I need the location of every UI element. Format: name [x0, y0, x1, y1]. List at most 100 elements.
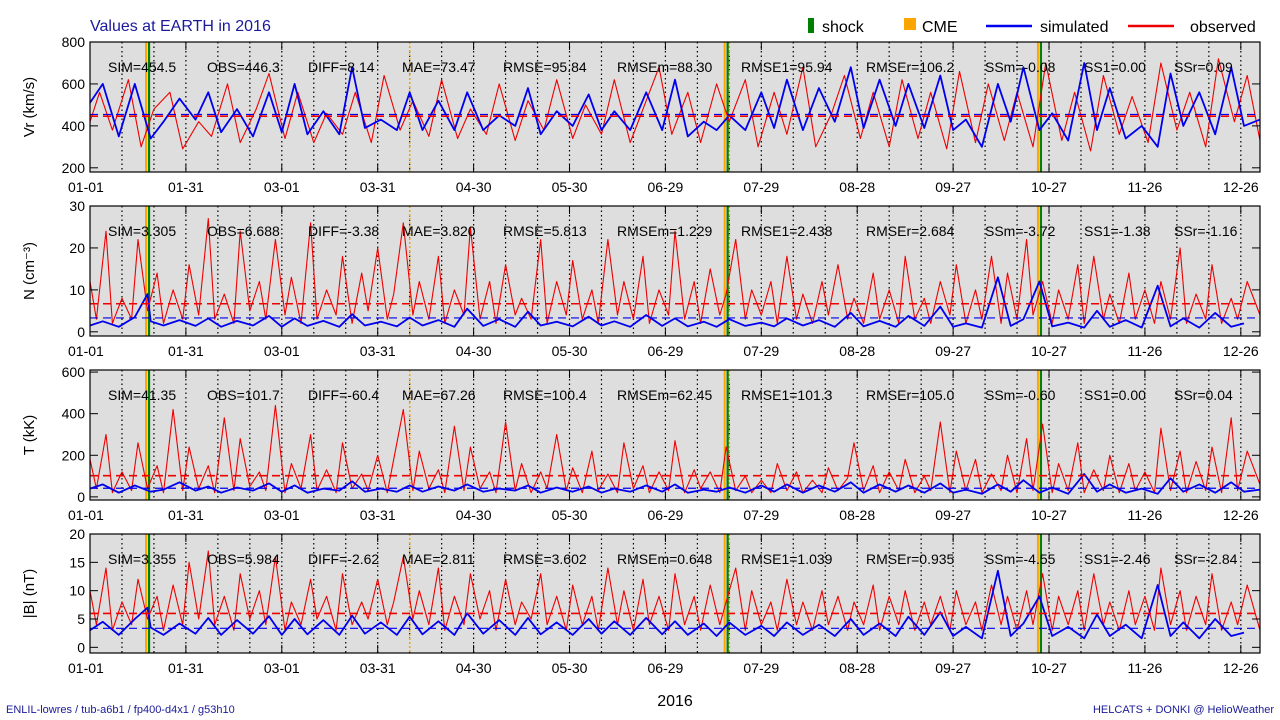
- stat-label: SSr=0.04: [1174, 387, 1233, 403]
- stat-label: MAE=2.811: [402, 551, 475, 567]
- x-axis-label: 2016: [657, 693, 693, 710]
- x-tick-label: 08-28: [839, 507, 875, 523]
- x-tick-label: 06-29: [648, 179, 684, 195]
- stat-label: SIM=3.305: [108, 223, 176, 239]
- x-tick-label: 10-27: [1031, 660, 1067, 676]
- y-tick-label: 20: [69, 526, 85, 542]
- y-tick-label: 400: [62, 406, 86, 422]
- stat-label: SS1=-1.38: [1084, 223, 1151, 239]
- stat-label: SS1=0.00: [1084, 387, 1146, 403]
- x-tick-label: 05-30: [552, 179, 588, 195]
- stat-label: DIFF=8.14: [308, 59, 375, 75]
- stat-label: SSm=-3.72: [985, 223, 1056, 239]
- y-tick-label: 600: [62, 76, 86, 92]
- stat-label: SSm=-0.08: [985, 59, 1056, 75]
- panel-vr: 200 400 600 800 01-01 01-31 03-01 03-31 04-30 05-…: [21, 34, 1261, 195]
- y-axis-label-vr: Vr (km/s): [21, 77, 38, 137]
- simulated-line-n: [89, 276, 1245, 329]
- x-tick-label: 07-29: [743, 179, 779, 195]
- simulated-line-b: [89, 569, 1245, 640]
- panel-n: 0 10 20 30 01-01 01-31 03-01 03-31 04-30 05-30 06-…: [21, 198, 1261, 359]
- x-tick-label: 08-28: [839, 660, 875, 676]
- y-axis-label-t: T (kK): [21, 415, 38, 456]
- panel-background: [90, 42, 1260, 172]
- stat-label: MAE=73.47: [402, 59, 476, 75]
- stat-label: DIFF=-60.4: [308, 387, 379, 403]
- x-tick-label: 04-30: [456, 660, 492, 676]
- stat-label: RMSEr=0.935: [866, 551, 955, 567]
- panel-frame: [89, 41, 1261, 173]
- stat-label: RMSEm=88.30: [617, 59, 713, 75]
- x-tick-label: 03-01: [264, 660, 300, 676]
- stat-label: RMSE1=95.94: [741, 59, 833, 75]
- stat-label: OBS=446.3: [207, 59, 280, 75]
- legend-cme-swatch: [904, 18, 916, 30]
- y-tick-label: 15: [69, 554, 85, 570]
- legend-observed-label: observed: [1190, 19, 1256, 36]
- x-tick-label: 08-28: [839, 343, 875, 359]
- x-tick-label: 06-29: [648, 660, 684, 676]
- x-tick-label: 03-01: [264, 507, 300, 523]
- x-tick-label: 03-31: [360, 660, 396, 676]
- y-tick-label: 10: [69, 282, 85, 298]
- x-tick-label: 01-31: [168, 507, 204, 523]
- stat-label: MAE=3.820: [402, 223, 476, 239]
- x-tick-label: 01-31: [168, 660, 204, 676]
- stat-label: SSr=-1.16: [1174, 223, 1238, 239]
- x-tick-label: 01-01: [68, 343, 104, 359]
- panel-b: 0 5 10 15 20 01-01 01-31 03-01 03-31 04-30 05-30 06…: [21, 526, 1261, 676]
- x-tick-label: 04-30: [456, 507, 492, 523]
- stat-label: DIFF=-3.38: [308, 223, 379, 239]
- y-tick-label: 30: [69, 198, 85, 214]
- footer-left: ENLIL-lowres / tub-a6b1 / fp400-d4x1 / g…: [6, 704, 235, 716]
- x-tick-label: 03-31: [360, 343, 396, 359]
- stat-label: SIM=41.35: [108, 387, 176, 403]
- stat-label: RMSE=100.4: [503, 387, 587, 403]
- x-tick-label: 11-26: [1128, 507, 1163, 523]
- stat-label: RMSEm=62.45: [617, 387, 713, 403]
- chart-title: Values at EARTH in 2016: [90, 18, 271, 35]
- x-tick-label: 07-29: [743, 343, 779, 359]
- stat-label: RMSE=3.602: [503, 551, 587, 567]
- stat-label: SSm=-0.60: [985, 387, 1056, 403]
- panel-frame: [89, 205, 1261, 337]
- stat-label: OBS=101.7: [207, 387, 280, 403]
- y-axis-label-n: N (cm⁻³): [21, 242, 38, 300]
- panel-background: [90, 370, 1260, 500]
- stat-label: MAE=67.26: [402, 387, 476, 403]
- panel-frame: [89, 369, 1261, 501]
- x-tick-label: 11-26: [1128, 343, 1163, 359]
- observed-line-b: [89, 550, 1261, 631]
- legend-shock-swatch: [808, 18, 814, 33]
- panel-background: [90, 534, 1260, 653]
- panel-frame: [89, 533, 1261, 654]
- stat-label: SS1=-2.46: [1084, 551, 1151, 567]
- legend-simulated-label: simulated: [1040, 19, 1108, 36]
- x-tick-label: 12-26: [1223, 179, 1259, 195]
- stat-label: SSr=-2.84: [1174, 551, 1238, 567]
- x-tick-label: 10-27: [1031, 179, 1067, 195]
- x-tick-label: 05-30: [552, 343, 588, 359]
- stat-label: SIM=3.355: [108, 551, 176, 567]
- simulated-line-t: [89, 473, 1261, 495]
- x-tick-label: 01-31: [168, 343, 204, 359]
- stat-label: OBS=5.984: [207, 551, 280, 567]
- legend-shock-label: shock: [822, 19, 865, 36]
- x-tick-label: 11-26: [1128, 179, 1163, 195]
- x-tick-label: 07-29: [743, 660, 779, 676]
- stat-label: RMSE=5.813: [503, 223, 587, 239]
- x-tick-label: 04-30: [456, 179, 492, 195]
- stat-label: DIFF=-2.62: [308, 551, 379, 567]
- stat-label: RMSEr=105.0: [866, 387, 955, 403]
- x-tick-label: 06-29: [648, 507, 684, 523]
- y-tick-label: 0: [77, 639, 85, 655]
- stat-label: RMSEr=2.684: [866, 223, 955, 239]
- x-tick-label: 11-26: [1128, 660, 1163, 676]
- x-tick-label: 06-29: [648, 343, 684, 359]
- panel-t: 0 200 400 600 01-01 01-31 03-01 03-31 04-30 05-30…: [21, 364, 1261, 523]
- y-axis-label-b: |B| (nT): [21, 569, 38, 618]
- stat-label: RMSEm=0.648: [617, 551, 713, 567]
- x-tick-label: 01-01: [68, 507, 104, 523]
- stat-label: RMSE1=2.438: [741, 223, 833, 239]
